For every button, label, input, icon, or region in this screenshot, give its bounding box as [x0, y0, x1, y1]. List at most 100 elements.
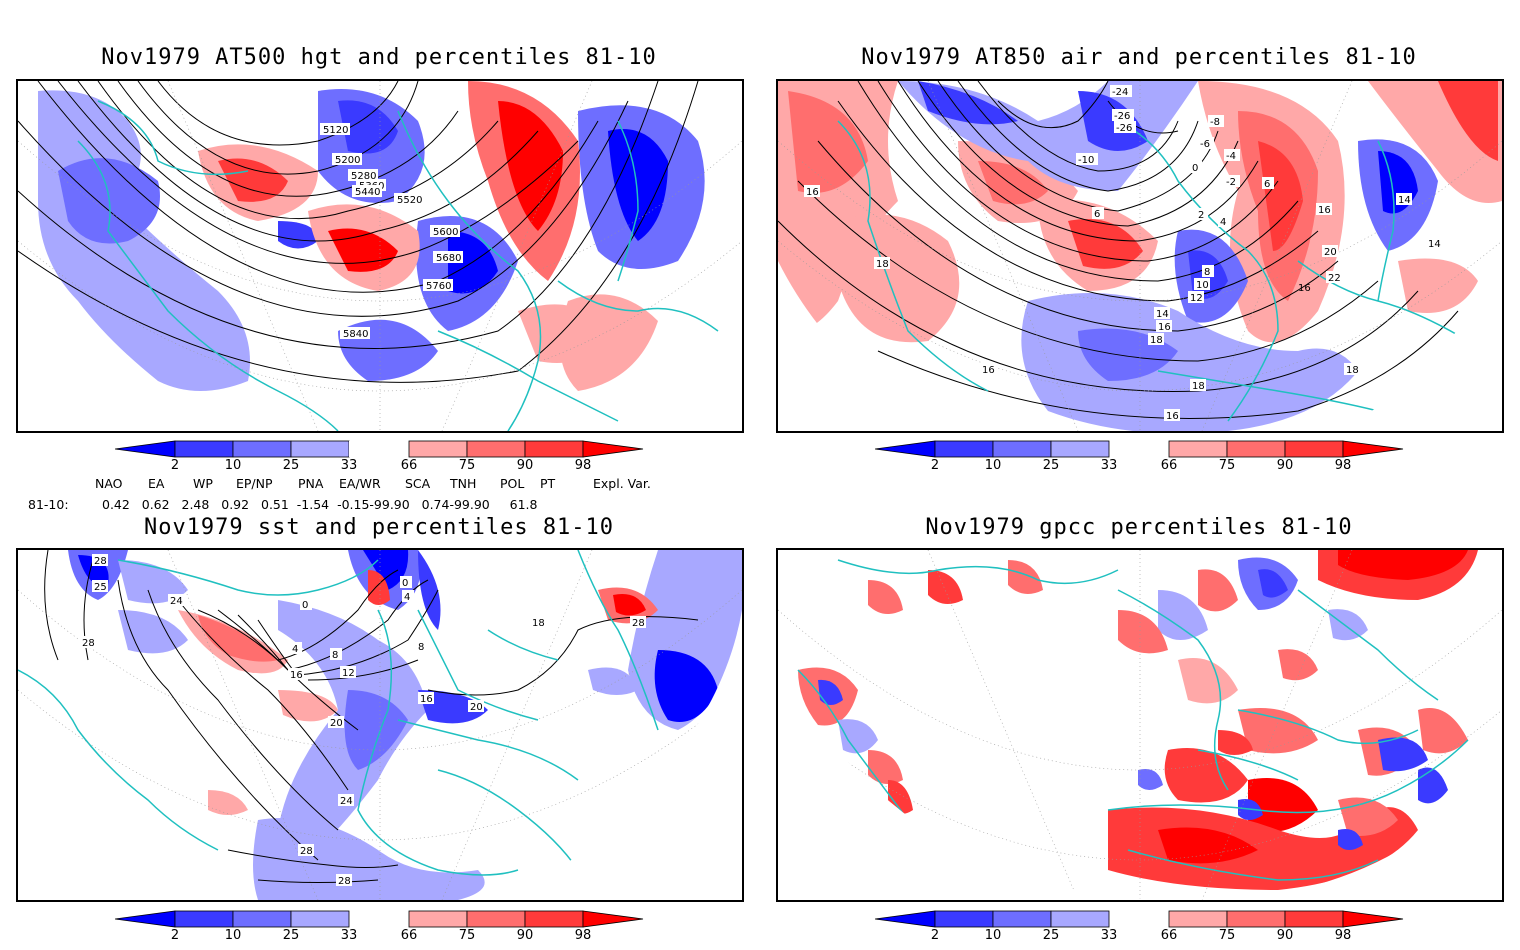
contour-label: 5520 [397, 195, 422, 206]
idx-header: Expl. Var. [593, 476, 651, 491]
precip-blobs [798, 550, 1478, 890]
contour-label: 16 [1166, 411, 1179, 422]
colorbar-label: 33 [340, 928, 358, 943]
contour-label: 0 [1192, 163, 1198, 174]
idx-header: PNA [298, 476, 324, 491]
colorbar-label: 75 [458, 458, 476, 473]
contour-label: 24 [340, 796, 353, 807]
contour-label: 2 [1198, 210, 1204, 221]
contour-label: 28 [94, 556, 107, 567]
idx-header: PT [540, 476, 556, 491]
contour-labels-sst: 28 25 24 28 0 4 8 12 16 20 24 28 28 16 2… [80, 554, 646, 887]
colorbar-label: 10 [224, 458, 242, 473]
colorbar-label: 2 [170, 928, 180, 943]
contour-label: 4 [1220, 217, 1226, 228]
panel-title-air: Nov1979 AT850 air and percentiles 81-10 [861, 45, 1417, 70]
contour-label: 8 [332, 650, 338, 661]
colorbar-label: 25 [1042, 928, 1060, 943]
contour-label: 12 [1190, 293, 1203, 304]
idx-header: TNH [450, 476, 477, 491]
contour-label: 10 [1196, 280, 1209, 291]
panel-title-sst: Nov1979 sst and percentiles 81-10 [143, 515, 615, 540]
contour-label: 16 [420, 694, 433, 705]
contour-label: 6 [1264, 179, 1270, 190]
colorbar-label: 33 [340, 458, 358, 473]
contour-label: 25 [94, 582, 107, 593]
colorbar-label: 75 [458, 928, 476, 943]
colorbar-label: 90 [516, 928, 534, 943]
colorbar-label: 25 [282, 458, 300, 473]
colorbar-label: 98 [574, 458, 592, 473]
contour-label: 28 [300, 846, 313, 857]
contour-label: 24 [170, 596, 183, 607]
idx-row-label: 81-10: [28, 497, 69, 512]
contour-label: 28 [632, 618, 645, 629]
contour-label: 16 [1298, 283, 1311, 294]
contour-label: 5280 [351, 171, 376, 182]
contour-label: 16 [1318, 205, 1331, 216]
colorbar-label: 25 [282, 928, 300, 943]
map-air-svg: -24 -26 -26 -10 -8 -6 -4 -2 0 2 4 6 8 10… [778, 81, 1502, 431]
map-panel-gpcc [776, 548, 1504, 902]
colorbar-label: 10 [224, 928, 242, 943]
contour-label: 6 [1094, 209, 1100, 220]
panel-title-gpcc: Nov1979 gpcc percentiles 81-10 [925, 515, 1353, 540]
idx-header: WP [193, 476, 213, 491]
idx-header: EA/WR [339, 476, 381, 491]
map-sst-svg: 28 25 24 28 0 4 8 12 16 20 24 28 28 16 2… [18, 550, 742, 900]
contour-label: 5120 [323, 125, 348, 136]
contour-label: 5760 [426, 281, 451, 292]
idx-header: SCA [405, 476, 431, 491]
contour-label: 20 [330, 718, 343, 729]
colorbar-label: 98 [1334, 928, 1352, 943]
colorbar-top-right: 2 10 25 33 66 75 90 98 [874, 440, 1405, 480]
contour-label: 16 [1158, 322, 1171, 333]
colorbar-label: 90 [1276, 928, 1294, 943]
colorbar-label: 33 [1100, 928, 1118, 943]
contour-label: 12 [342, 668, 355, 679]
contour-label: 14 [1156, 309, 1169, 320]
colorbar-label: 10 [984, 928, 1002, 943]
contour-label: 0 [302, 600, 308, 611]
contour-label: 18 [1192, 381, 1205, 392]
colorbar-bottom-left: 2 10 25 33 66 75 90 98 [114, 910, 645, 950]
colorbar-label: 66 [400, 458, 418, 473]
colorbar-label: 66 [1160, 458, 1178, 473]
contour-label: 18 [1150, 335, 1163, 346]
contour-label: 14 [1428, 239, 1441, 250]
colorbar-top-left: 2 10 25 33 66 75 90 98 [114, 440, 645, 480]
contour-label: -26 [1116, 123, 1132, 134]
colorbar-svg [114, 910, 644, 928]
contour-label: 8 [418, 642, 424, 653]
panel-title-hgt: Nov1979 AT500 hgt and percentiles 81-10 [101, 45, 657, 70]
contour-label: 4 [292, 644, 298, 655]
colorbar-label: 98 [1334, 458, 1352, 473]
contour-label: 22 [1328, 273, 1341, 284]
colorbar-svg [874, 440, 1404, 458]
colorbar-label: 75 [1218, 928, 1236, 943]
colorbar-svg [874, 910, 1404, 928]
contour-label: -8 [1210, 117, 1220, 128]
contour-label: 5440 [355, 187, 380, 198]
contour-label: 18 [1346, 365, 1359, 376]
contour-label: 5680 [436, 253, 461, 264]
contour-label: 5200 [335, 155, 360, 166]
colorbar-label: 66 [400, 928, 418, 943]
contour-label: 18 [876, 259, 889, 270]
map-gpcc-svg [778, 550, 1502, 900]
idx-header: EP/NP [236, 476, 273, 491]
contour-label: 4 [404, 592, 410, 603]
contour-label: -2 [1226, 177, 1236, 188]
contour-label: 5600 [433, 227, 458, 238]
colorbar-label: 2 [930, 928, 940, 943]
map-panel-hgt: 5120 5200 5280 5360 5440 5520 5600 5680 … [16, 79, 744, 433]
colorbar-label: 66 [1160, 928, 1178, 943]
colorbar-bottom-right: 2 10 25 33 66 75 90 98 [874, 910, 1405, 950]
idx-header: POL [500, 476, 525, 491]
contour-labels-air: -24 -26 -26 -10 -8 -6 -4 -2 0 2 4 6 8 10… [804, 85, 1441, 422]
map-panel-sst: 28 25 24 28 0 4 8 12 16 20 24 28 28 16 2… [16, 548, 744, 902]
idx-values: 0.42 0.62 2.48 0.92 0.51 -1.54 -0.15-99.… [102, 497, 538, 512]
contour-label: -24 [1112, 87, 1128, 98]
contour-labels-hgt: 5120 5200 5280 5360 5440 5520 5600 5680 … [320, 123, 463, 340]
idx-header: EA [148, 476, 165, 491]
